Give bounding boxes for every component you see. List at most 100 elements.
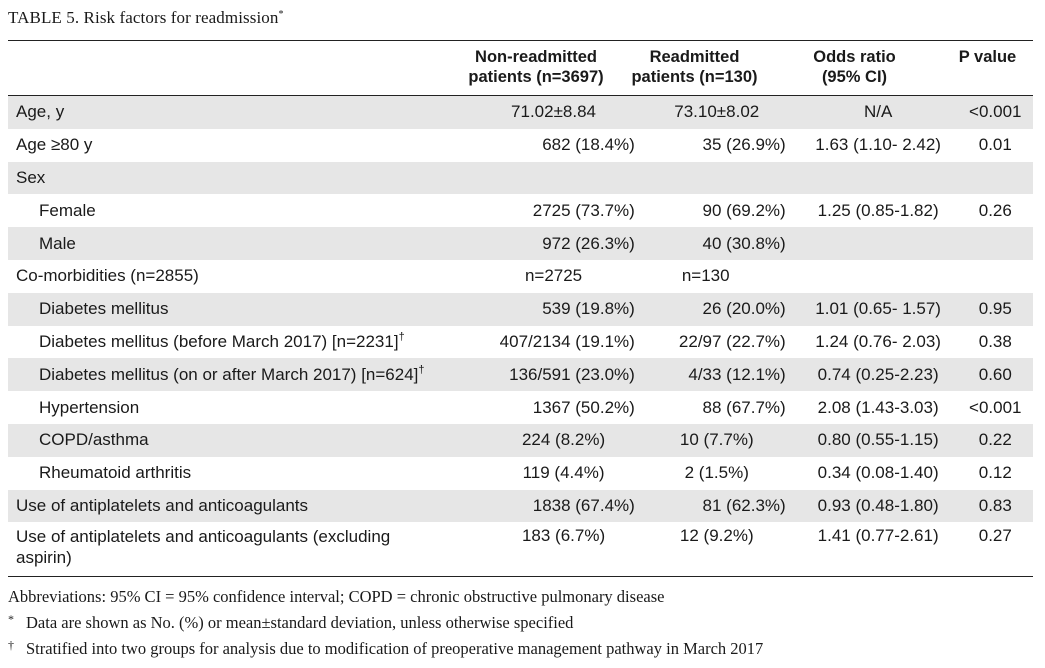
row-label: Diabetes mellitus (on or after March 201… [39, 365, 419, 385]
abbreviations-note: Abbreviations: 95% CI = 95% confidence i… [8, 587, 665, 606]
row-label: Diabetes mellitus (before March 2017) [n… [39, 332, 399, 352]
cell-p-value: <0.001 [969, 397, 1022, 417]
cell-odds-ratio: 1.24 (0.76- 2.03) [815, 331, 941, 351]
cell-non-readmitted: n=2725 [524, 266, 583, 286]
cell-p-value: 0.27 [978, 526, 1012, 546]
cell-non-readmitted: 183 (6.7%) [521, 526, 606, 546]
row-label: COPD/asthma [8, 423, 473, 457]
table-row: Use of antiplatelets and anticoagulants … [8, 489, 1033, 523]
cell-p-value: 0.38 [978, 331, 1012, 351]
cell-odds-ratio: N/A [798, 96, 958, 129]
table-row: Co-morbidities (n=2855) n=2725 n=130 [8, 260, 1033, 293]
header-rule [8, 95, 1033, 96]
cell-readmitted: n=130 [681, 266, 730, 286]
header-readmitted-line1: Readmitted [649, 48, 740, 66]
cell-readmitted: 2 (1.5%) [684, 463, 749, 483]
cell-non-readmitted: 136/591 (23.0%) [472, 358, 635, 392]
caption-footnote-mark: * [278, 9, 284, 20]
row-label: Sex [8, 161, 473, 195]
footnote-star-text: Data are shown as No. (%) or mean±standa… [26, 613, 574, 632]
table-row: Diabetes mellitus (on or after March 201… [8, 358, 1033, 392]
header-p-value: P value [942, 47, 1033, 67]
cell-odds-ratio: 2.08 (1.43-3.03) [817, 397, 939, 417]
table-row: Diabetes mellitus (before March 2017) [n… [8, 326, 1033, 359]
footnote-dagger-text: Stratified into two groups for analysis … [26, 639, 764, 658]
cell-non-readmitted: 71.02±8.84 [472, 96, 635, 129]
cell-p-value: 0.95 [957, 292, 1033, 326]
top-rule [8, 40, 1033, 41]
table-row: Sex [8, 161, 1033, 195]
cell-p-value: 0.26 [978, 200, 1012, 220]
cell-odds-ratio: 0.80 (0.55-1.15) [798, 423, 958, 457]
footnote-dagger: † Stratified into two groups for analysis… [8, 634, 763, 660]
row-label: Use of antiplatelets and anticoagulants [8, 489, 473, 523]
risk-factor-table: Age, y 71.02±8.84 73.10±8.02 N/A <0.001 … [8, 96, 1033, 574]
table-caption: TABLE 5. Risk factors for readmission* [8, 8, 284, 28]
row-label-cell: Diabetes mellitus (on or after March 201… [8, 358, 473, 392]
cell-non-readmitted: 119 (4.4%) [522, 463, 605, 483]
cell-odds-ratio [798, 227, 958, 260]
cell-non-readmitted: 1367 (50.2%) [532, 397, 635, 417]
cell-odds-ratio: 0.93 (0.48-1.80) [798, 489, 958, 523]
cell-p-value: 0.22 [957, 423, 1033, 457]
row-label: Co-morbidities (n=2855) [16, 266, 199, 286]
table-row: Use of antiplatelets and anticoagulants … [8, 522, 1033, 574]
row-label: Age ≥80 y [16, 135, 93, 155]
row-label-cell: Use of antiplatelets and anticoagulants … [8, 522, 472, 574]
cell-non-readmitted: 407/2134 (19.1%) [499, 331, 635, 351]
cell-odds-ratio: 1.63 (1.10- 2.42) [815, 135, 941, 155]
header-readmitted: Readmitted patients (n=130) [622, 47, 767, 87]
cell-p-value [957, 227, 1033, 260]
cell-readmitted: 81 (62.3%) [634, 489, 799, 523]
table-row: Diabetes mellitus 539 (19.8%) 26 (20.0%)… [8, 292, 1033, 326]
cell-p-value: 0.60 [957, 358, 1033, 392]
cell-non-readmitted: 224 (8.2%) [472, 423, 635, 457]
table-row: Age, y 71.02±8.84 73.10±8.02 N/A <0.001 [8, 96, 1033, 129]
header-non-readmitted-line2: patients (n=3697) [468, 68, 604, 86]
cell-p-value: <0.001 [957, 96, 1033, 129]
cell-p-value: 0.01 [978, 135, 1012, 155]
table-row: Age ≥80 y 682 (18.4%) 35 (26.9%) 1.63 (1… [8, 129, 1033, 162]
cell-readmitted: 12 (9.2%) [679, 526, 754, 546]
cell-readmitted: 26 (20.0%) [634, 292, 799, 326]
cell-odds-ratio [798, 161, 958, 195]
table-title: TABLE 5. Risk factors for readmission [8, 8, 279, 27]
row-label: Age, y [8, 96, 473, 129]
table-row: COPD/asthma 224 (8.2%) 10 (7.7%) 0.80 (0… [8, 423, 1033, 457]
cell-odds-ratio: 1.01 (0.65- 1.57) [798, 292, 958, 326]
cell-p-value [958, 260, 1033, 293]
dagger-mark: † [418, 364, 425, 377]
cell-readmitted: 73.10±8.02 [634, 96, 799, 129]
row-label: Use of antiplatelets and anticoagulants … [16, 527, 391, 568]
header-non-readmitted-line1: Non-readmitted [475, 48, 597, 66]
cell-odds-ratio: 0.74 (0.25-2.23) [798, 358, 958, 392]
table-row: Male 972 (26.3%) 40 (30.8%) [8, 227, 1033, 260]
cell-readmitted: 90 (69.2%) [702, 200, 786, 220]
cell-readmitted: 22/97 (22.7%) [678, 331, 786, 351]
cell-readmitted: 88 (67.7%) [702, 397, 786, 417]
row-label: Male [8, 227, 473, 260]
cell-readmitted: 40 (30.8%) [634, 227, 799, 260]
footnotes: Abbreviations: 95% CI = 95% confidence i… [8, 586, 763, 660]
header-odds-ratio: Odds ratio (95% CI) [767, 47, 942, 87]
table-row: Rheumatoid arthritis 119 (4.4%) 2 (1.5%)… [8, 457, 1033, 490]
cell-odds-ratio: 1.41 (0.77-2.61) [817, 526, 939, 546]
cell-p-value [957, 161, 1033, 195]
header-non-readmitted: Non-readmitted patients (n=3697) [450, 47, 622, 87]
table-row: Hypertension 1367 (50.2%) 88 (67.7%) 2.0… [8, 391, 1033, 424]
cell-odds-ratio: 1.25 (0.85-1.82) [817, 200, 939, 220]
header-odds-ratio-line1: Odds ratio [813, 48, 896, 66]
cell-odds-ratio [799, 260, 958, 293]
cell-non-readmitted: 539 (19.8%) [472, 292, 635, 326]
row-label: Rheumatoid arthritis [39, 463, 192, 483]
row-label: Diabetes mellitus [8, 292, 473, 326]
header-readmitted-line2: patients (n=130) [631, 68, 758, 86]
header-odds-ratio-line2: (95% CI) [821, 68, 888, 86]
header-p-value-line1: P value [958, 48, 1017, 66]
cell-odds-ratio: 0.34 (0.08-1.40) [817, 463, 939, 483]
cell-readmitted: 35 (26.9%) [702, 135, 786, 155]
cell-readmitted: 10 (7.7%) [634, 423, 799, 457]
row-label: Hypertension [39, 397, 140, 417]
cell-p-value: 0.12 [978, 463, 1012, 483]
cell-readmitted: 4/33 (12.1%) [634, 358, 799, 392]
